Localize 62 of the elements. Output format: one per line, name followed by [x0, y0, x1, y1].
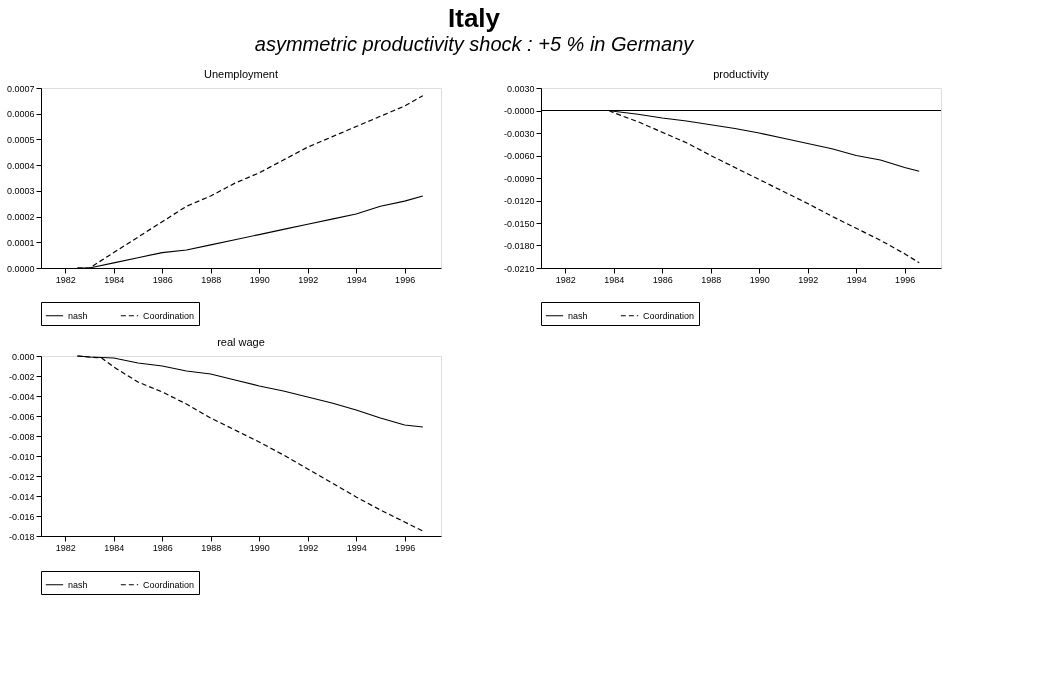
y-tick-label: 0.0001: [6, 237, 35, 248]
x-tick-label: 1990: [249, 274, 270, 285]
y-tick-label: -0.0090: [503, 173, 535, 184]
y-tick-label: -0.014: [8, 491, 35, 502]
x-tick-label: 1986: [152, 274, 173, 285]
x-tick-label: 1986: [652, 274, 673, 285]
y-tick-label: -0.0150: [503, 218, 535, 229]
x-tick-label: 1982: [55, 542, 76, 553]
chart-title: productivity: [713, 68, 770, 80]
legend-label: Coordination: [643, 310, 695, 321]
x-tick-label: 1988: [201, 542, 222, 553]
x-tick-label: 1992: [298, 274, 319, 285]
y-tick-label: -0.006: [8, 411, 35, 422]
x-tick-label: 1982: [55, 274, 76, 285]
y-tick-label: 0.0007: [6, 83, 35, 94]
chart-title: Unemployment: [204, 68, 278, 80]
y-tick-label: 0.0003: [6, 186, 35, 197]
x-tick-label: 1992: [798, 274, 819, 285]
y-tick-label: -0.0030: [503, 128, 535, 139]
x-tick-label: 1994: [346, 542, 367, 553]
legend-label: Coordination: [143, 579, 195, 590]
text: asymmetric productivity shock : +5 % in Germany: [254, 32, 695, 55]
y-tick-label: 0.0000: [6, 263, 35, 274]
legend-label: Coordination: [143, 310, 195, 321]
x-tick-label: 1994: [346, 274, 367, 285]
y-tick-label: -0.002: [8, 371, 35, 382]
y-tick-label: 0.000: [11, 351, 35, 362]
x-tick-label: 1996: [395, 542, 416, 553]
x-tick-label: 1996: [395, 274, 416, 285]
y-tick-label: 0.0006: [6, 109, 35, 120]
y-tick-label: -0.016: [8, 511, 35, 522]
x-tick-label: 1984: [604, 274, 625, 285]
legend-label: nash: [68, 579, 88, 590]
y-tick-label: -0.0060: [503, 151, 535, 161]
text: Italy: [448, 2, 501, 33]
legend-label: nash: [68, 310, 88, 321]
y-tick-label: 0.0004: [6, 160, 35, 171]
x-tick-label: 1988: [701, 274, 722, 285]
y-tick-label: -0.0120: [503, 196, 535, 206]
x-tick-label: 1992: [298, 542, 319, 553]
y-tick-label: -0.0000: [503, 106, 535, 116]
x-tick-label: 1984: [104, 542, 125, 553]
x-tick-label: 1990: [249, 542, 270, 553]
y-tick-label: -0.012: [8, 471, 35, 482]
y-tick-label: -0.0210: [503, 263, 535, 274]
x-tick-label: 1996: [895, 274, 916, 285]
y-tick-label: 0.0002: [6, 212, 35, 223]
x-tick-label: 1984: [104, 274, 125, 285]
y-tick-label: -0.010: [8, 451, 35, 462]
y-tick-label: 0.0005: [6, 134, 35, 145]
x-tick-label: 1982: [555, 274, 576, 285]
y-tick-label: 0.0030: [506, 83, 535, 94]
y-tick-label: -0.004: [8, 391, 35, 402]
y-tick-label: -0.018: [8, 531, 35, 542]
x-tick-label: 1988: [201, 274, 222, 285]
legend-label: nash: [568, 310, 588, 321]
y-tick-label: -0.0180: [503, 241, 535, 251]
x-tick-label: 1994: [846, 274, 867, 285]
x-tick-label: 1986: [152, 542, 173, 553]
y-tick-label: -0.008: [8, 431, 35, 442]
x-tick-label: 1990: [749, 274, 770, 285]
chart-title: real wage: [217, 336, 265, 348]
